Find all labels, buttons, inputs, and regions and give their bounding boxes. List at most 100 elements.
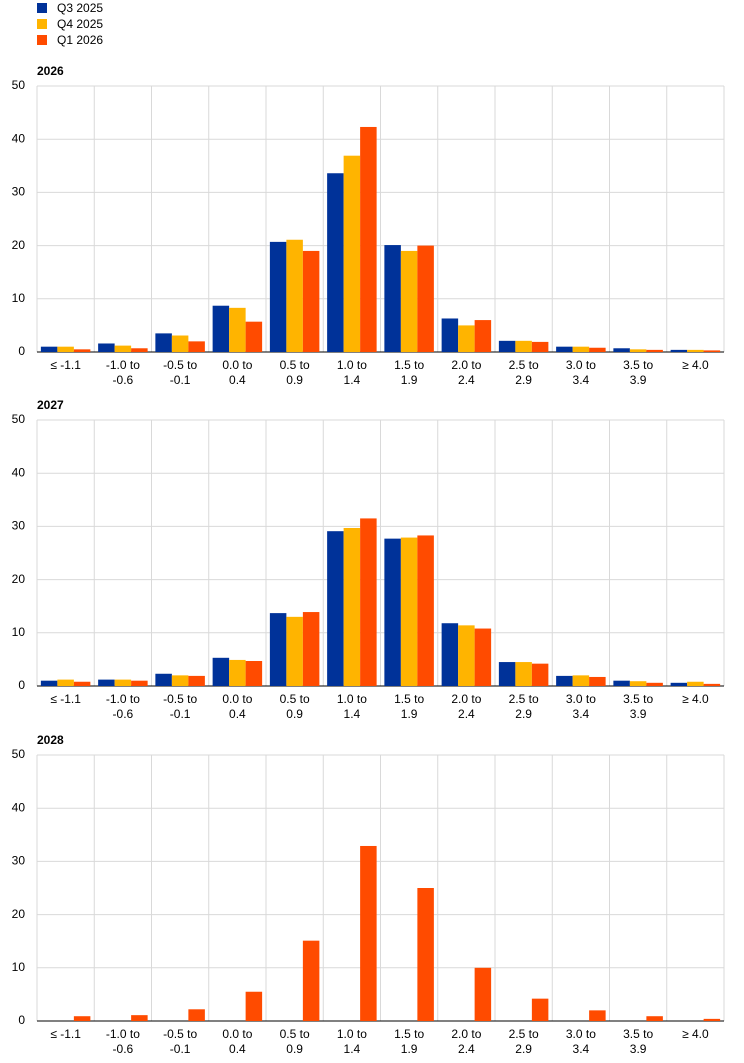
bar (417, 888, 434, 1021)
bar (531, 663, 549, 686)
x-tick-label: ≥ 4.0 (682, 692, 709, 706)
bar (269, 613, 287, 686)
bar (171, 675, 189, 686)
x-tick-label-line: -0.6 (113, 1042, 134, 1056)
x-tick-label: 2.5 to 2.9 (509, 358, 539, 387)
chart-title: 2027 (37, 398, 64, 412)
bar (73, 349, 91, 352)
x-tick-label: 1.5 to 1.9 (394, 692, 424, 721)
y-tick-label: 40 (12, 800, 26, 814)
bar (670, 682, 688, 686)
bar (98, 343, 115, 352)
y-tick-label: 10 (12, 625, 26, 639)
x-tick-label: -1.0 to -0.6 (106, 358, 140, 387)
bar (114, 679, 132, 686)
x-tick-label: 3.0 to 3.4 (566, 1027, 596, 1056)
x-tick-label: -0.5 to -0.1 (163, 692, 197, 721)
x-tick-label-line: 1.5 to (394, 692, 424, 706)
bar (515, 662, 532, 686)
x-tick-label-line: 2.0 to (451, 358, 481, 372)
x-tick-label: ≥ 4.0 (682, 1027, 709, 1041)
legend-label: Q3 2025 (57, 1, 103, 15)
x-tick-label: 1.5 to 1.9 (394, 1027, 424, 1056)
x-tick-label-line: -1.0 to (106, 358, 140, 372)
bar (245, 991, 263, 1021)
x-tick-label: ≤ -1.1 (50, 358, 81, 372)
x-tick-label-line: 3.5 to (623, 1027, 653, 1041)
x-tick-label-line: 0.5 to (280, 692, 310, 706)
x-tick-label: 2.5 to 2.9 (509, 692, 539, 721)
x-tick-label-line: 2.4 (458, 707, 475, 721)
x-tick-label-line: 3.4 (573, 373, 590, 387)
bar (613, 680, 630, 686)
x-tick-label-line: 2.5 to (509, 1027, 539, 1041)
x-tick-label-line: -0.5 to (163, 692, 197, 706)
x-tick-label-line: 2.5 to (509, 692, 539, 706)
bar (131, 348, 148, 352)
x-tick-label: 0.0 to 0.4 (222, 692, 252, 721)
x-tick-label-line: 3.9 (630, 1042, 647, 1056)
x-tick-label-line: -0.1 (170, 373, 191, 387)
bar (343, 155, 361, 352)
bar (417, 535, 434, 686)
bar (73, 1016, 91, 1021)
x-tick-label: 3.5 to 3.9 (623, 692, 653, 721)
bar (458, 325, 475, 352)
bar (670, 349, 688, 352)
bar (531, 341, 549, 352)
bar (286, 239, 303, 352)
x-tick-label-line: 0.4 (229, 373, 246, 387)
bar (572, 346, 590, 352)
x-tick-label-line: 2.9 (515, 373, 532, 387)
bar (114, 345, 132, 352)
bar (703, 350, 721, 352)
bar (703, 1018, 721, 1021)
bar (687, 681, 704, 686)
bar (441, 318, 459, 352)
bar (646, 682, 663, 686)
bar (155, 333, 172, 352)
x-tick-label-line: 0.9 (286, 373, 303, 387)
x-tick-label-line: -0.1 (170, 1042, 191, 1056)
x-tick-label: ≥ 4.0 (682, 358, 709, 372)
bar (589, 676, 606, 686)
bar (229, 659, 246, 686)
x-tick-label: 3.0 to 3.4 (566, 358, 596, 387)
chart-title: 2028 (37, 733, 64, 747)
chart-title: 2026 (37, 64, 64, 78)
bar (646, 1016, 663, 1021)
y-tick-label: 40 (12, 131, 26, 145)
bar (572, 675, 590, 686)
x-tick-label-line: 3.0 to (566, 358, 596, 372)
bar (556, 675, 573, 686)
y-tick-label: 50 (12, 78, 26, 92)
x-tick-label: ≤ -1.1 (50, 692, 81, 706)
bar (229, 307, 246, 352)
y-tick-label: 0 (18, 678, 25, 692)
bar (343, 527, 361, 686)
x-tick-label-line: -1.0 to (106, 1027, 140, 1041)
bar (400, 537, 418, 686)
x-tick-label-line: 3.5 to (623, 358, 653, 372)
x-tick-label-line: 0.0 to (222, 1027, 252, 1041)
bar (474, 628, 492, 686)
bar (302, 612, 320, 686)
bar (458, 625, 475, 686)
x-tick-label-line: 0.5 to (280, 1027, 310, 1041)
y-tick-label: 30 (12, 519, 26, 533)
x-tick-label: 2.0 to 2.4 (451, 692, 481, 721)
x-tick-label: 2.5 to 2.9 (509, 1027, 539, 1056)
y-tick-label: 50 (12, 412, 26, 426)
x-tick-label-line: 1.0 to (337, 1027, 367, 1041)
bar (417, 245, 434, 352)
x-tick-label: 1.0 to 1.4 (337, 358, 367, 387)
x-tick-label-line: 1.4 (344, 707, 361, 721)
bar (384, 538, 401, 686)
x-tick-label: 0.5 to 0.9 (280, 1027, 310, 1056)
bar (155, 673, 172, 686)
bar (703, 683, 721, 686)
x-tick-label-line: 3.4 (573, 707, 590, 721)
x-tick-label-line: -0.5 to (163, 1027, 197, 1041)
bar (302, 250, 320, 352)
